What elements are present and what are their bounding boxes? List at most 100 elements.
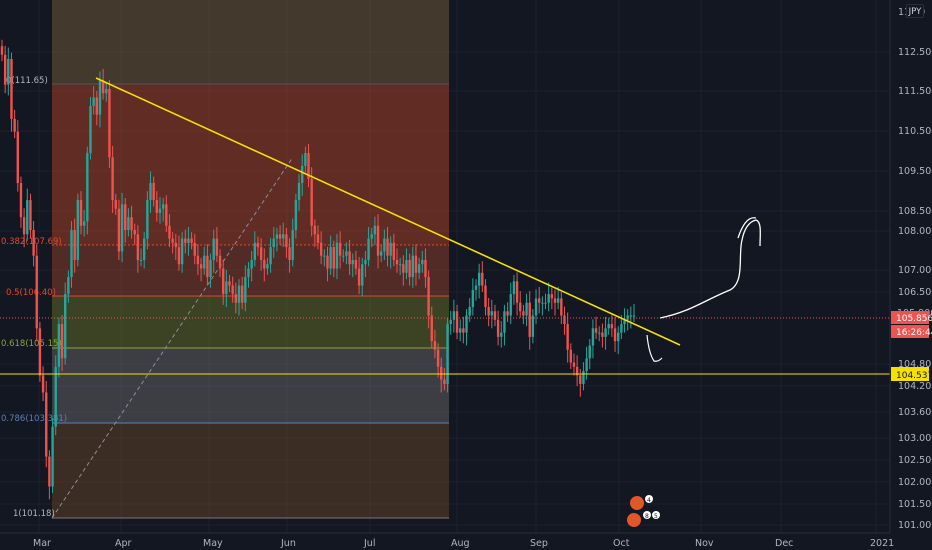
candle-up [509,294,512,316]
bearish-projection-arrow-icon[interactable] [646,334,663,362]
candle-up [57,324,61,367]
countdown-value: 16:26:44 [896,328,932,338]
current-price-value: 105.856 [896,314,932,324]
candle-down [326,255,329,269]
candle-up [417,264,421,273]
candle-up [64,294,67,359]
candle-up [323,255,326,257]
candle-down [357,268,361,286]
time-axis-tick: Oct [613,538,630,549]
currency-toggle-button[interactable]: JPY [906,4,924,18]
candle-down [95,97,98,115]
candle-down [45,392,48,457]
candle-down [430,315,433,342]
candle-up [361,264,364,286]
time-axis-tick: Jul [363,538,375,549]
candle-down [575,366,579,376]
candle-up [591,328,595,346]
candle-up [465,315,468,333]
candle-up [51,426,54,487]
candle-down [73,230,76,260]
price-axis-background [890,0,932,550]
candle-down [259,247,263,260]
candle-up [503,311,506,333]
candle-down [35,255,38,329]
countdown-tag [891,325,929,338]
candle-up [98,80,102,115]
candle-up [225,281,228,295]
candle-up [203,255,206,269]
fibonacci-retracement[interactable]: 0(111.65) 0.382(107.69) 0.5(106.40) 0.61… [1,0,449,519]
candle-up [547,294,550,303]
bullish-projection-arrow-icon[interactable] [659,219,761,319]
badge-count-circle-3 [652,511,660,519]
time-axis-tick: May [203,538,223,549]
candle-down [496,319,500,337]
candle-down [408,259,411,278]
candle-up [54,366,57,427]
candle-down [222,268,225,295]
candle-up [7,59,10,85]
candle-up [335,242,339,269]
candle-down [288,247,291,260]
time-axis-labels[interactable]: Mar Apr May Jun Jul Aug Sep Oct Nov Dec 2021 [33,538,894,549]
candle-down [171,238,174,243]
candle-up [604,328,607,337]
candle-up [582,371,585,384]
candle-down [41,375,45,393]
candle-down [124,204,127,231]
candle-up [556,298,560,303]
candle-up [120,204,124,252]
candle-up [86,153,89,222]
candle-up [282,234,285,239]
candle-up [161,204,165,209]
fib-zone-382-5 [52,245,449,296]
candle-down [111,157,114,201]
candle-up [187,238,190,243]
candle-down [402,264,405,273]
candle-down [313,225,317,235]
time-axis-tick: Dec [775,538,793,549]
candle-down [338,242,342,256]
descending-trendline[interactable] [95,77,681,346]
candle-up [105,88,108,94]
candle-up [275,234,279,239]
fib-label-1: 1(101.18) [13,509,55,519]
price-axis-tick: 111.500 [898,86,932,97]
support-price-value: 104.537 [896,371,932,381]
candle-up [291,230,294,260]
candle-down [569,349,572,363]
candle-down [563,315,566,325]
price-axis-tick: 104.200 [898,381,932,392]
candle-up [297,183,301,201]
candle-up [209,259,212,278]
time-axis-tick: Aug [451,538,470,549]
candle-up [380,251,383,256]
time-axis-tick: 2021 [870,538,894,549]
candle-down [206,255,209,278]
candle-down [307,153,310,179]
fib-zone-top [52,0,449,84]
price-axis-tick: 110.500 [898,126,932,137]
time-axis-tick: Apr [115,538,132,549]
candle-down [319,242,323,256]
candle-up [180,238,184,265]
candle-up [389,242,392,256]
candle-up [212,238,215,260]
candle-up [345,251,348,256]
candle-up [459,328,462,333]
candle-up [471,289,475,307]
fib-label-0: 0(111.65) [6,76,48,86]
candle-down [196,255,200,265]
candle-down [228,281,231,286]
candle-up [250,259,253,269]
idea-badge[interactable]: 4 8 5 [627,495,660,527]
candle-up [351,259,354,265]
candle-down [462,328,465,333]
price-axis-tick: 101.000 [898,520,932,531]
candle-down [553,298,557,303]
fib-label-786: 0.786(103.381) [1,414,67,424]
candle-down [256,242,260,248]
